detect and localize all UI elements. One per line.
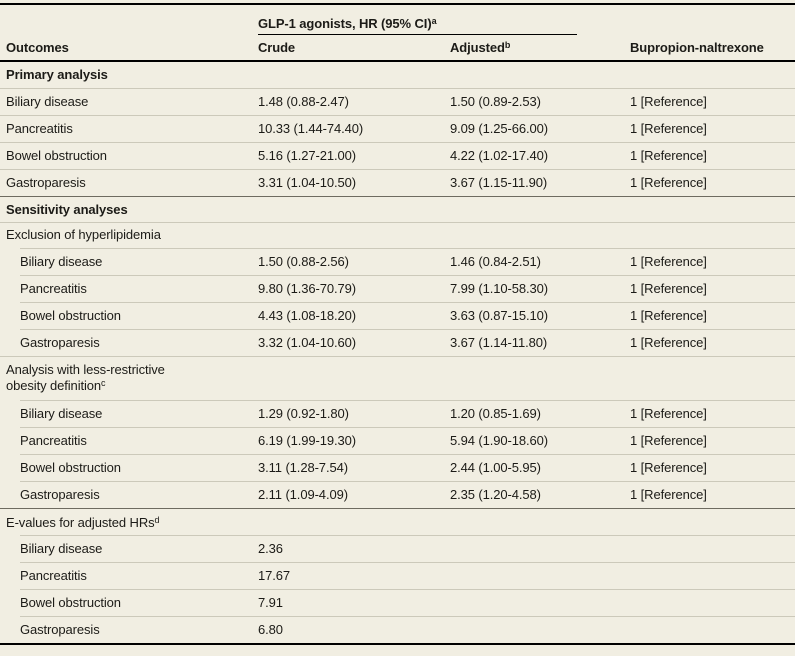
comparator-cell: 1 [Reference]: [630, 460, 707, 475]
comparator-cell: 1 [Reference]: [630, 335, 707, 350]
column-header-crude: Crude: [258, 40, 296, 55]
crude-cell: 17.67: [258, 568, 291, 583]
column-header-comparator: Bupropion-naltrexone: [630, 40, 764, 55]
crude-cell: 9.80 (1.36-70.79): [258, 281, 357, 296]
column-header-row: Outcomes Crude Adjustedb Bupropion-naltr…: [0, 35, 795, 62]
adjusted-cell: 1.20 (0.85-1.69): [450, 406, 541, 421]
crude-cell: 3.31 (1.04-10.50): [258, 175, 357, 190]
comparator-cell: 1 [Reference]: [630, 175, 707, 190]
adjusted-cell: 3.63 (0.87-15.10): [450, 308, 549, 323]
footnote-marker-b: b: [504, 40, 511, 50]
outcome-cell: Bowel obstruction: [20, 595, 121, 610]
section-header-sensitivity-analyses: Sensitivity analyses: [0, 196, 795, 222]
comparator-cell: 1 [Reference]: [630, 433, 707, 448]
outcome-cell: Pancreatitis: [20, 568, 87, 583]
outcome-cell: Bowel obstruction: [20, 460, 121, 475]
outcome-cell: Pancreatitis: [20, 281, 87, 296]
adjusted-cell: 7.99 (1.10-58.30): [450, 281, 549, 296]
footnote-marker-d: d: [154, 515, 160, 525]
crude-cell: 6.80: [258, 622, 283, 637]
comparator-cell: 1 [Reference]: [630, 254, 707, 269]
table-row: Bowel obstruction 3.11 (1.28-7.54) 2.44 …: [0, 454, 795, 481]
table-row: Bowel obstruction 4.43 (1.08-18.20) 3.63…: [0, 302, 795, 329]
comparator-cell: 1 [Reference]: [630, 308, 707, 323]
crude-cell: 2.36: [258, 541, 283, 556]
outcome-cell: Bowel obstruction: [6, 148, 107, 163]
adjusted-cell: 4.22 (1.02-17.40): [450, 148, 549, 163]
outcome-cell: Biliary disease: [20, 541, 103, 556]
outcomes-table: GLP-1 agonists, HR (95% CI)a Outcomes Cr…: [0, 3, 795, 645]
footnote-marker-c: c: [101, 378, 106, 388]
adjusted-cell: 1.46 (0.84-2.51): [450, 254, 541, 269]
table-row: Bowel obstruction 5.16 (1.27-21.00) 4.22…: [0, 142, 795, 169]
table-row: Pancreatitis 10.33 (1.44-74.40) 9.09 (1.…: [0, 115, 795, 142]
adjusted-cell: 2.35 (1.20-4.58): [450, 487, 541, 502]
adjusted-cell: 5.94 (1.90-18.60): [450, 433, 549, 448]
adjusted-cell: 2.44 (1.00-5.95): [450, 460, 541, 475]
table-row: Pancreatitis 6.19 (1.99-19.30) 5.94 (1.9…: [0, 427, 795, 454]
table-row: Gastroparesis 6.80: [0, 616, 795, 643]
outcome-cell: Pancreatitis: [20, 433, 87, 448]
crude-cell: 1.48 (0.88-2.47): [258, 94, 349, 109]
crude-cell: 4.43 (1.08-18.20): [258, 308, 357, 323]
outcome-cell: Biliary disease: [20, 406, 103, 421]
spanner-label: GLP-1 agonists, HR (95% CI)a: [258, 16, 437, 31]
outcome-cell: Gastroparesis: [20, 622, 100, 637]
crude-cell: 3.11 (1.28-7.54): [258, 460, 348, 475]
adjusted-cell: 3.67 (1.15-11.90): [450, 175, 548, 190]
comparator-cell: 1 [Reference]: [630, 121, 707, 136]
section-header-primary-analysis: Primary analysis: [6, 67, 108, 82]
outcome-cell: Biliary disease: [20, 254, 103, 269]
spanner-text: GLP-1 agonists, HR (95% CI): [258, 16, 432, 31]
outcome-cell: Gastroparesis: [20, 487, 100, 502]
comparator-cell: 1 [Reference]: [630, 94, 707, 109]
crude-cell: 6.19 (1.99-19.30): [258, 433, 357, 448]
crude-cell: 10.33 (1.44-74.40): [258, 121, 364, 136]
table-row: Gastroparesis 3.31 (1.04-10.50) 3.67 (1.…: [0, 169, 795, 196]
comparator-cell: 1 [Reference]: [630, 148, 707, 163]
subsection-header-less-restrictive-obesity: Analysis with less-restrictive obesity d…: [0, 356, 795, 400]
comparator-cell: 1 [Reference]: [630, 406, 707, 421]
column-header-adjusted: Adjustedb: [450, 40, 511, 55]
spanner-row: GLP-1 agonists, HR (95% CI)a: [0, 5, 795, 35]
comparator-cell: 1 [Reference]: [630, 487, 707, 502]
crude-cell: 5.16 (1.27-21.00): [258, 148, 357, 163]
outcome-cell: Biliary disease: [6, 94, 89, 109]
outcome-cell: Gastroparesis: [6, 175, 86, 190]
table-row: Pancreatitis 17.67: [0, 562, 795, 589]
adjusted-cell: 1.50 (0.89-2.53): [450, 94, 541, 109]
comparator-cell: 1 [Reference]: [630, 281, 707, 296]
footnote-marker-a: a: [431, 16, 437, 26]
table-row: Biliary disease 2.36: [0, 535, 795, 562]
outcome-cell: Gastroparesis: [20, 335, 100, 350]
table-row: Biliary disease 1.50 (0.88-2.56) 1.46 (0…: [0, 248, 795, 275]
table-row: Biliary disease 1.29 (0.92-1.80) 1.20 (0…: [0, 400, 795, 427]
subsection-header-exclusion-hyperlipidemia: Exclusion of hyperlipidemia: [0, 222, 795, 248]
subsection-header-e-values: E-values for adjusted HRsd: [0, 508, 795, 535]
crude-cell: 2.11 (1.09-4.09): [258, 487, 348, 502]
table-row: Bowel obstruction 7.91: [0, 589, 795, 616]
crude-cell: 1.50 (0.88-2.56): [258, 254, 349, 269]
spanner-underline: [258, 34, 577, 35]
adjusted-cell: 3.67 (1.14-11.80): [450, 335, 548, 350]
table-row: Pancreatitis 9.80 (1.36-70.79) 7.99 (1.1…: [0, 275, 795, 302]
crude-cell: 7.91: [258, 595, 283, 610]
crude-cell: 1.29 (0.92-1.80): [258, 406, 349, 421]
subsection-title: Analysis with less-restrictive obesity d…: [6, 361, 165, 393]
column-header-outcomes: Outcomes: [6, 40, 69, 55]
outcome-cell: Bowel obstruction: [20, 308, 121, 323]
table-row: Gastroparesis 2.11 (1.09-4.09) 2.35 (1.2…: [0, 481, 795, 508]
table-row: Gastroparesis 3.32 (1.04-10.60) 3.67 (1.…: [0, 329, 795, 356]
adjusted-cell: 9.09 (1.25-66.00): [450, 121, 549, 136]
outcome-cell: Pancreatitis: [6, 121, 73, 136]
table-row: Biliary disease 1.48 (0.88-2.47) 1.50 (0…: [0, 88, 795, 115]
crude-cell: 3.32 (1.04-10.60): [258, 335, 357, 350]
